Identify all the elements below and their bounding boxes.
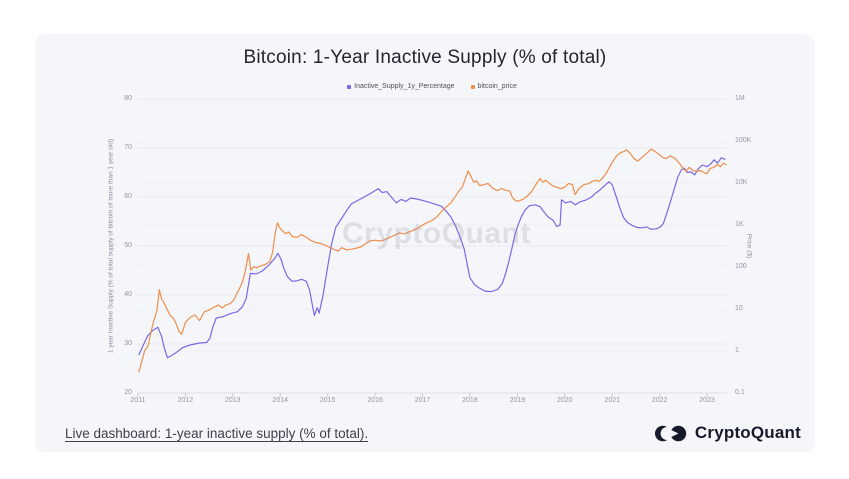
chart-card: Bitcoin: 1-Year Inactive Supply (% of to… bbox=[35, 34, 815, 452]
cryptoquant-logo-icon bbox=[654, 425, 687, 441]
y-tick-label: 30 bbox=[124, 340, 132, 347]
y-tick-label: 60 bbox=[124, 193, 132, 200]
series-line-Inactive_Supply_1y_Percentage bbox=[138, 157, 726, 359]
x-tick-label: 2022 bbox=[651, 397, 668, 404]
x-tick-label: 2021 bbox=[604, 397, 620, 404]
x-tick-label: 2019 bbox=[509, 397, 526, 404]
y-tick-label: 50 bbox=[124, 242, 132, 249]
right-axis-title: Price ($) bbox=[745, 233, 753, 259]
brand-logo: CryptoQuant bbox=[654, 423, 801, 443]
x-tick-label: 2015 bbox=[319, 397, 336, 404]
y-tick-label: 10K bbox=[735, 179, 748, 186]
brand-name: CryptoQuant bbox=[694, 423, 801, 442]
legend-marker-inactive-supply bbox=[347, 84, 352, 89]
y-tick-label: 80 bbox=[124, 95, 132, 102]
legend-item-inactive-supply: Inactive_Supply_1y_Percentage bbox=[347, 83, 455, 90]
legend-label-bitcoin-price: bitcoin_price bbox=[477, 83, 517, 90]
y-tick-label: 1 bbox=[735, 347, 739, 354]
chart-title: Bitcoin: 1-Year Inactive Supply (% of to… bbox=[243, 47, 607, 68]
x-tick-label: 2023 bbox=[699, 397, 715, 404]
plot-area: 1 year Inactive Supply (% of total suppl… bbox=[108, 95, 753, 404]
y-tick-label: 1K bbox=[735, 221, 744, 228]
live-dashboard-link[interactable]: Live dashboard: 1-year inactive supply (… bbox=[65, 426, 369, 441]
legend-label-inactive-supply: Inactive_Supply_1y_Percentage bbox=[354, 83, 455, 90]
x-tick-label: 2020 bbox=[557, 397, 573, 404]
y-tick-label: 40 bbox=[124, 291, 132, 298]
x-tick-label: 2016 bbox=[367, 397, 383, 404]
x-tick-label: 2012 bbox=[177, 397, 194, 404]
y-tick-label: 70 bbox=[124, 144, 132, 151]
plot-svg bbox=[137, 98, 727, 397]
x-tick-label: 2018 bbox=[462, 397, 478, 404]
y-tick-label: 0.1 bbox=[735, 389, 745, 396]
y-tick-label: 100 bbox=[735, 263, 747, 270]
x-tick-label: 2013 bbox=[225, 397, 241, 404]
y-tick-label: 10 bbox=[735, 305, 743, 312]
y-tick-label: 20 bbox=[124, 389, 132, 396]
y-tick-label: 1M bbox=[735, 95, 745, 102]
series-line-bitcoin_price bbox=[138, 148, 727, 373]
x-tick-label: 2017 bbox=[414, 397, 431, 404]
x-tick-label: 2011 bbox=[130, 397, 146, 404]
y-tick-label: 100K bbox=[735, 137, 752, 144]
legend-item-bitcoin-price: bitcoin_price bbox=[470, 83, 517, 90]
legend: Inactive_Supply_1y_Percentage bitcoin_pr… bbox=[137, 83, 727, 90]
x-tick-label: 2014 bbox=[272, 397, 288, 404]
legend-marker-bitcoin-price bbox=[470, 84, 475, 89]
